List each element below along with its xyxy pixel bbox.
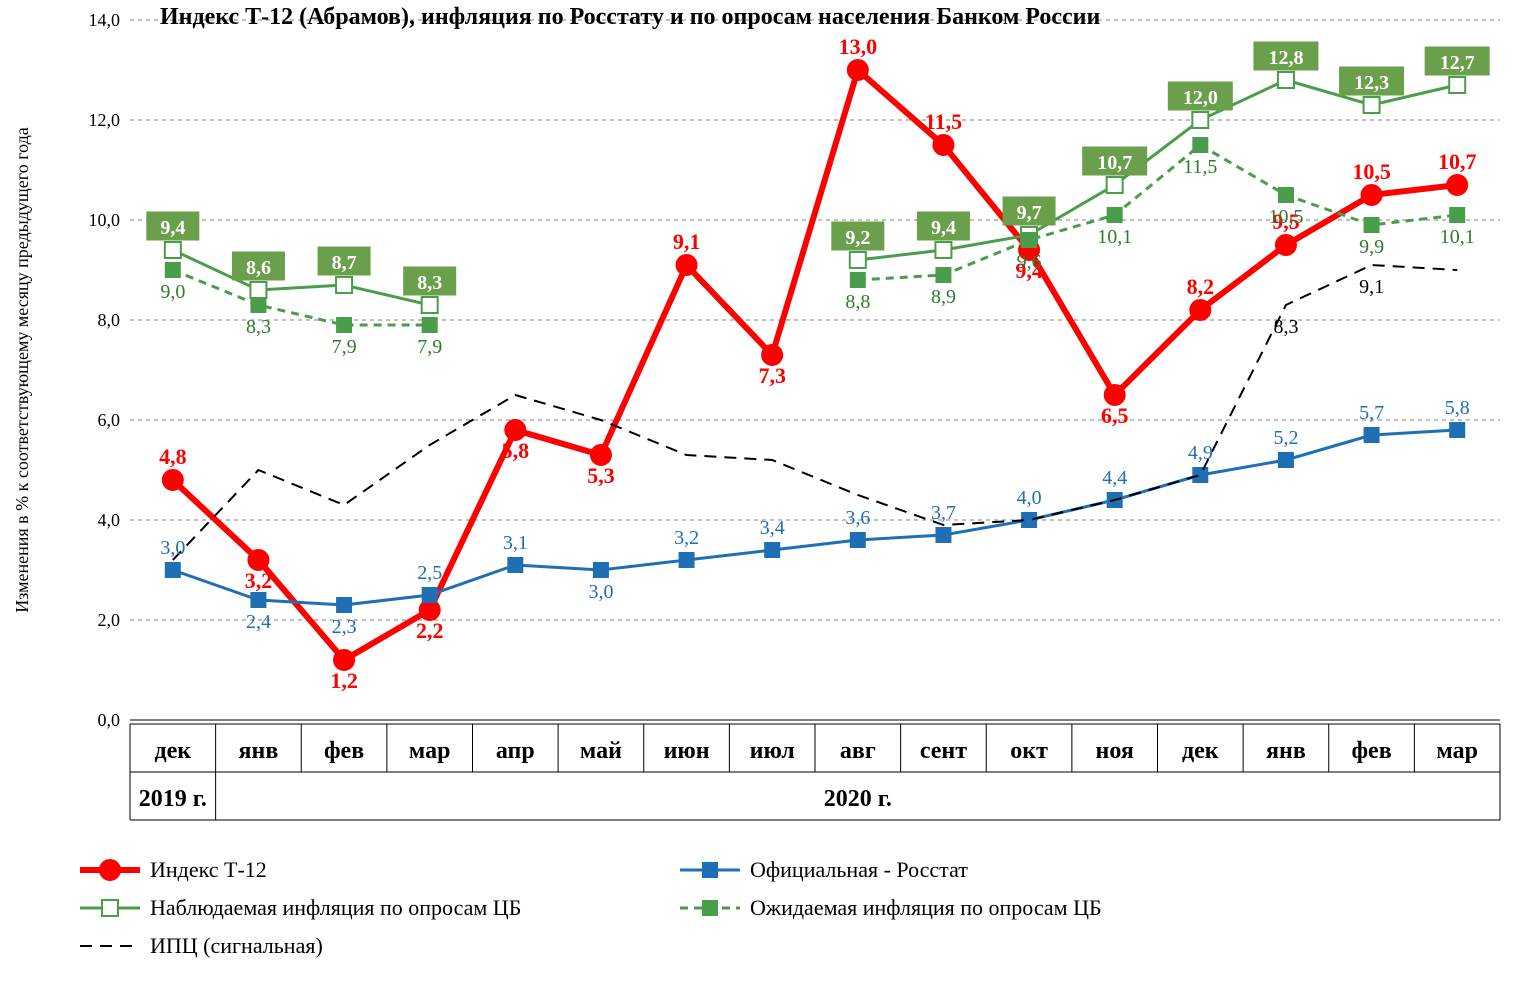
svg-text:9,1: 9,1 xyxy=(1359,276,1384,298)
svg-text:3,0: 3,0 xyxy=(588,581,613,603)
svg-text:3,2: 3,2 xyxy=(245,568,273,593)
svg-text:3,0: 3,0 xyxy=(160,537,185,559)
svg-text:2020 г.: 2020 г. xyxy=(824,786,892,812)
svg-text:10,5: 10,5 xyxy=(1268,206,1303,228)
svg-text:10,7: 10,7 xyxy=(1438,149,1477,174)
svg-text:5,7: 5,7 xyxy=(1359,402,1384,424)
svg-text:9,6: 9,6 xyxy=(1017,251,1042,273)
svg-text:8,7: 8,7 xyxy=(332,252,357,274)
svg-text:12,3: 12,3 xyxy=(1354,72,1389,94)
svg-text:8,3: 8,3 xyxy=(246,316,271,338)
svg-text:Индекс Т-12 (Абрамов), инфляци: Индекс Т-12 (Абрамов), инфляция по Росст… xyxy=(160,4,1100,30)
svg-text:12,0: 12,0 xyxy=(89,110,121,130)
svg-text:9,7: 9,7 xyxy=(1017,202,1042,224)
svg-text:окт: окт xyxy=(1010,738,1048,764)
svg-text:12,8: 12,8 xyxy=(1268,47,1303,69)
svg-text:авг: авг xyxy=(840,738,876,764)
svg-text:9,4: 9,4 xyxy=(931,217,956,239)
svg-text:11,5: 11,5 xyxy=(925,109,962,134)
svg-text:2,2: 2,2 xyxy=(416,618,444,643)
svg-text:7,9: 7,9 xyxy=(332,336,357,358)
svg-text:4,8: 4,8 xyxy=(159,444,187,469)
svg-text:2,0: 2,0 xyxy=(98,610,121,630)
svg-text:июл: июл xyxy=(750,738,795,764)
svg-text:2,3: 2,3 xyxy=(332,616,357,638)
svg-text:янв: янв xyxy=(1266,738,1306,764)
svg-text:10,5: 10,5 xyxy=(1352,159,1391,184)
svg-text:3,7: 3,7 xyxy=(931,502,956,524)
svg-text:10,1: 10,1 xyxy=(1440,226,1475,248)
svg-text:мар: мар xyxy=(1436,738,1478,764)
svg-text:3,4: 3,4 xyxy=(760,517,785,539)
chart-svg: 0,0 2,0 4,0 6,0 8,0 10,0 12,0 14,0 дек янв фев мар а… xyxy=(0,0,1527,998)
svg-text:ИПЦ (сигнальная): ИПЦ (сигнальная) xyxy=(150,933,323,958)
svg-text:2019 г.: 2019 г. xyxy=(139,786,207,812)
svg-text:7,9: 7,9 xyxy=(417,336,442,358)
svg-text:8,2: 8,2 xyxy=(1187,274,1215,299)
svg-text:12,7: 12,7 xyxy=(1440,52,1475,74)
svg-text:12,0: 12,0 xyxy=(1183,87,1218,109)
svg-text:фев: фев xyxy=(324,738,364,764)
svg-text:9,9: 9,9 xyxy=(1359,236,1384,258)
svg-text:июн: июн xyxy=(664,738,710,764)
svg-text:5,8: 5,8 xyxy=(502,438,530,463)
svg-text:3,6: 3,6 xyxy=(845,507,870,529)
svg-text:4,4: 4,4 xyxy=(1102,467,1127,489)
svg-text:2,4: 2,4 xyxy=(246,611,271,633)
svg-text:5,2: 5,2 xyxy=(1273,427,1298,449)
svg-text:янв: янв xyxy=(239,738,279,764)
svg-text:8,3: 8,3 xyxy=(417,272,442,294)
svg-text:8,9: 8,9 xyxy=(931,286,956,308)
svg-text:10,7: 10,7 xyxy=(1097,152,1132,174)
svg-text:4,9: 4,9 xyxy=(1188,442,1213,464)
svg-text:4,0: 4,0 xyxy=(98,510,121,530)
svg-text:9,0: 9,0 xyxy=(160,281,185,303)
svg-text:Изменения в % к соответствующе: Изменения в % к соответствующему месяцу … xyxy=(12,127,32,613)
svg-text:1,2: 1,2 xyxy=(330,668,358,693)
svg-text:10,1: 10,1 xyxy=(1097,226,1132,248)
svg-text:8,0: 8,0 xyxy=(98,310,121,330)
svg-text:дек: дек xyxy=(1182,738,1219,764)
svg-text:мар: мар xyxy=(409,738,451,764)
svg-text:8,8: 8,8 xyxy=(845,291,870,313)
svg-text:сент: сент xyxy=(920,738,967,764)
svg-text:0,0: 0,0 xyxy=(98,710,121,730)
svg-text:5,3: 5,3 xyxy=(587,463,615,488)
svg-text:7,3: 7,3 xyxy=(758,363,786,388)
svg-text:8,3: 8,3 xyxy=(1273,316,1298,338)
svg-text:дек: дек xyxy=(155,738,192,764)
svg-text:14,0: 14,0 xyxy=(89,10,121,30)
svg-text:фев: фев xyxy=(1351,738,1391,764)
svg-text:6,5: 6,5 xyxy=(1101,403,1129,428)
svg-text:9,2: 9,2 xyxy=(845,227,870,249)
svg-text:ноя: ноя xyxy=(1096,738,1134,764)
svg-text:11,5: 11,5 xyxy=(1183,156,1217,178)
svg-text:Официальная - Росстат: Официальная - Росстат xyxy=(750,857,968,882)
svg-text:Наблюдаемая инфляция по опрос: Наблюдаемая инфляция по опросам ЦБ xyxy=(150,895,521,920)
svg-text:3,1: 3,1 xyxy=(503,532,528,554)
svg-text:6,0: 6,0 xyxy=(98,410,121,430)
svg-text:2,5: 2,5 xyxy=(417,562,442,584)
svg-text:апр: апр xyxy=(496,738,535,764)
svg-text:9,1: 9,1 xyxy=(673,229,701,254)
svg-text:май: май xyxy=(580,738,622,764)
svg-text:10,0: 10,0 xyxy=(89,210,121,230)
svg-text:Ожидаемая инфляция по опросам: Ожидаемая инфляция по опросам ЦБ xyxy=(750,895,1102,920)
svg-text:13,0: 13,0 xyxy=(839,34,878,59)
svg-text:3,2: 3,2 xyxy=(674,527,699,549)
svg-text:8,6: 8,6 xyxy=(246,257,271,279)
svg-text:5,8: 5,8 xyxy=(1445,397,1470,419)
svg-text:4,0: 4,0 xyxy=(1017,487,1042,509)
chart-container: 0,0 2,0 4,0 6,0 8,0 10,0 12,0 14,0 дек янв фев мар а… xyxy=(0,0,1527,998)
svg-text:9,4: 9,4 xyxy=(160,217,185,239)
svg-text:Индекс Т-12: Индекс Т-12 xyxy=(150,857,267,882)
